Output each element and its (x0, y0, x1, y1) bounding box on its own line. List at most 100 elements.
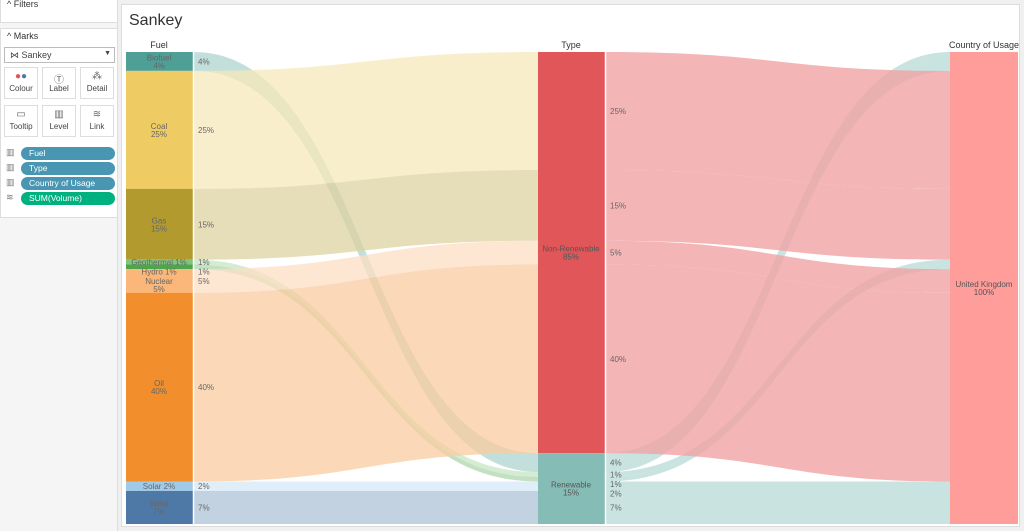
node-label-group: Solar 2% (143, 482, 175, 491)
button-label: Colour (9, 84, 33, 93)
node-fuel-hydro (126, 264, 193, 270)
sidebar: ^ Filters ^ Marks ⋈ Sankey ▼ ●● Colour Ⓣ Lab… (0, 0, 118, 531)
node-label-group: Hydro 1% (141, 268, 176, 277)
filters-card: ^ Filters (0, 0, 118, 23)
node-fuel-geothermal (126, 259, 193, 265)
link-type-wind (606, 490, 950, 524)
marks-label: Marks (13, 31, 39, 41)
field-pill[interactable]: Fuel (21, 147, 115, 160)
button-label: Link (89, 122, 105, 131)
link-type-coal (606, 52, 950, 189)
link-value-left: 1% (198, 258, 210, 267)
node-value: 40% (151, 387, 167, 396)
sankey-view: Sankey Biofuel 4% Coal 25% Gas 15% Geothermal … (121, 4, 1020, 527)
filters-header[interactable]: ^ Filters (1, 0, 117, 11)
link-type-oil (606, 264, 950, 482)
node-label: Renewable (551, 481, 592, 490)
node-label: Wind (150, 499, 168, 508)
link-button[interactable]: ≋ Link (80, 105, 114, 137)
link-value-left: 2% (198, 482, 210, 491)
link-value-right: 25% (610, 107, 626, 116)
link-value-left: 25% (198, 126, 214, 135)
node-fuel-wind (126, 490, 193, 524)
node-label: United Kingdom (956, 280, 1013, 289)
detail-icon: ▥ (6, 162, 15, 172)
link-type-nuclear (606, 240, 950, 293)
label-icon: Ⓣ (54, 75, 64, 86)
node-label: Solar (143, 482, 162, 491)
button-label: Level (49, 122, 69, 131)
mark-type-select[interactable]: ⋈ Sankey ▼ (4, 47, 115, 63)
node-label: Gas (152, 216, 167, 225)
detail-button[interactable]: ⁂ Detail (80, 67, 114, 99)
link-fuel-nuclear (194, 240, 538, 293)
link-fuel-solar (194, 481, 538, 491)
link-icon: ≋ (92, 109, 102, 120)
node-type-renewable (538, 453, 605, 524)
detail-icon: ⁂ (92, 71, 102, 82)
level-header: Country of Usage (949, 40, 1019, 50)
node-value: 5% (153, 285, 165, 294)
field-pill[interactable]: Country of Usage (21, 177, 115, 190)
link-value-left: 4% (198, 57, 210, 66)
node-label: Hydro (141, 268, 163, 277)
node-label: Non-Renewable (542, 245, 600, 254)
link-value-right: 2% (610, 489, 622, 498)
node-country (950, 52, 1018, 524)
link-value-right: 5% (610, 249, 622, 258)
link-fuel-gas (194, 170, 538, 260)
link-value-right: 4% (610, 459, 622, 468)
node-value: 85% (563, 253, 579, 262)
link-type-gas (606, 170, 950, 260)
tooltip-icon: ▭ (16, 109, 26, 120)
link-fuel-oil (194, 264, 538, 482)
field-pill[interactable]: Type (21, 162, 115, 175)
link-value-right: 1% (610, 470, 622, 479)
node-fuel-nuclear (126, 269, 193, 293)
node-label: Nuclear (145, 277, 173, 286)
colour-icon: ●● (14, 71, 28, 82)
node-value: 2% (161, 482, 175, 491)
level-button[interactable]: ▥ Level (42, 105, 76, 137)
mark-type-value: Sankey (21, 50, 52, 60)
colour-button[interactable]: ●● Colour (4, 67, 38, 99)
detail-icon: ▥ (6, 147, 15, 157)
link-value-left: 15% (198, 220, 214, 229)
node-fuel-coal (126, 70, 193, 189)
node-value: 1% (163, 268, 177, 277)
button-label: Label (49, 84, 69, 93)
node-fuel-solar (126, 481, 193, 491)
marks-header[interactable]: ^ Marks (1, 29, 117, 43)
field-pill[interactable]: SUM(Volume) (21, 192, 115, 205)
link-value-left: 40% (198, 383, 214, 392)
node-value: 15% (563, 489, 579, 498)
node-value: 7% (153, 507, 165, 516)
page-title: Sankey (129, 12, 183, 29)
tooltip-button[interactable]: ▭ Tooltip (4, 105, 38, 137)
marks-card: ^ Marks ⋈ Sankey ▼ ●● Colour Ⓣ Label ⁂ Detail ▭… (0, 28, 118, 218)
link-value-left: 1% (198, 268, 210, 277)
chevron-up-icon: ^ (7, 0, 14, 9)
node-label-group: Geothermal 1% (131, 258, 187, 267)
level-header: Fuel (150, 40, 168, 50)
link-value-right: 7% (610, 503, 622, 512)
filters-label: Filters (13, 0, 39, 9)
label-button[interactable]: Ⓣ Label (42, 67, 76, 99)
chevron-down-icon: ▼ (104, 50, 111, 57)
button-label: Detail (86, 84, 108, 93)
node-type-non-renewable (538, 52, 605, 454)
level-header: Type (561, 40, 581, 50)
link-value-left: 7% (198, 503, 210, 512)
node-value: 4% (153, 61, 165, 70)
node-fuel-biofuel (126, 52, 193, 71)
link-value-right: 1% (610, 480, 622, 489)
link-value-right: 15% (610, 201, 626, 210)
link-type-solar (606, 481, 950, 491)
node-value: 1% (173, 258, 187, 267)
link-fuel-coal (194, 52, 538, 189)
node-label: Oil (154, 379, 164, 388)
link-fuel-wind (194, 490, 538, 524)
level-icon: ▥ (54, 109, 64, 120)
node-label: Coal (151, 122, 168, 131)
detail-icon: ▥ (6, 177, 15, 187)
